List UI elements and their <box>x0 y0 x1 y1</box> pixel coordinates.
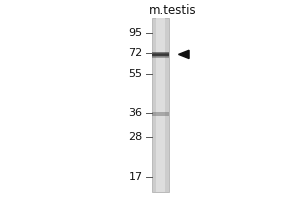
Bar <box>152 57 169 58</box>
Text: 95: 95 <box>128 28 142 38</box>
Bar <box>152 56 169 57</box>
Text: 72: 72 <box>128 48 142 58</box>
Text: m.testis: m.testis <box>149 4 196 18</box>
Bar <box>152 18 169 192</box>
Bar <box>152 57 169 58</box>
Bar <box>155 18 165 192</box>
Bar <box>152 53 169 54</box>
Text: 36: 36 <box>128 108 142 118</box>
Bar <box>152 55 169 56</box>
Text: 55: 55 <box>128 69 142 79</box>
Text: 17: 17 <box>128 172 142 182</box>
Bar <box>152 55 169 56</box>
Polygon shape <box>178 50 189 59</box>
Bar <box>152 54 169 55</box>
Bar <box>152 54 169 55</box>
Text: 28: 28 <box>128 132 142 142</box>
Bar <box>152 112 169 116</box>
Bar <box>152 52 169 53</box>
Bar <box>152 52 169 53</box>
Bar <box>152 53 169 54</box>
